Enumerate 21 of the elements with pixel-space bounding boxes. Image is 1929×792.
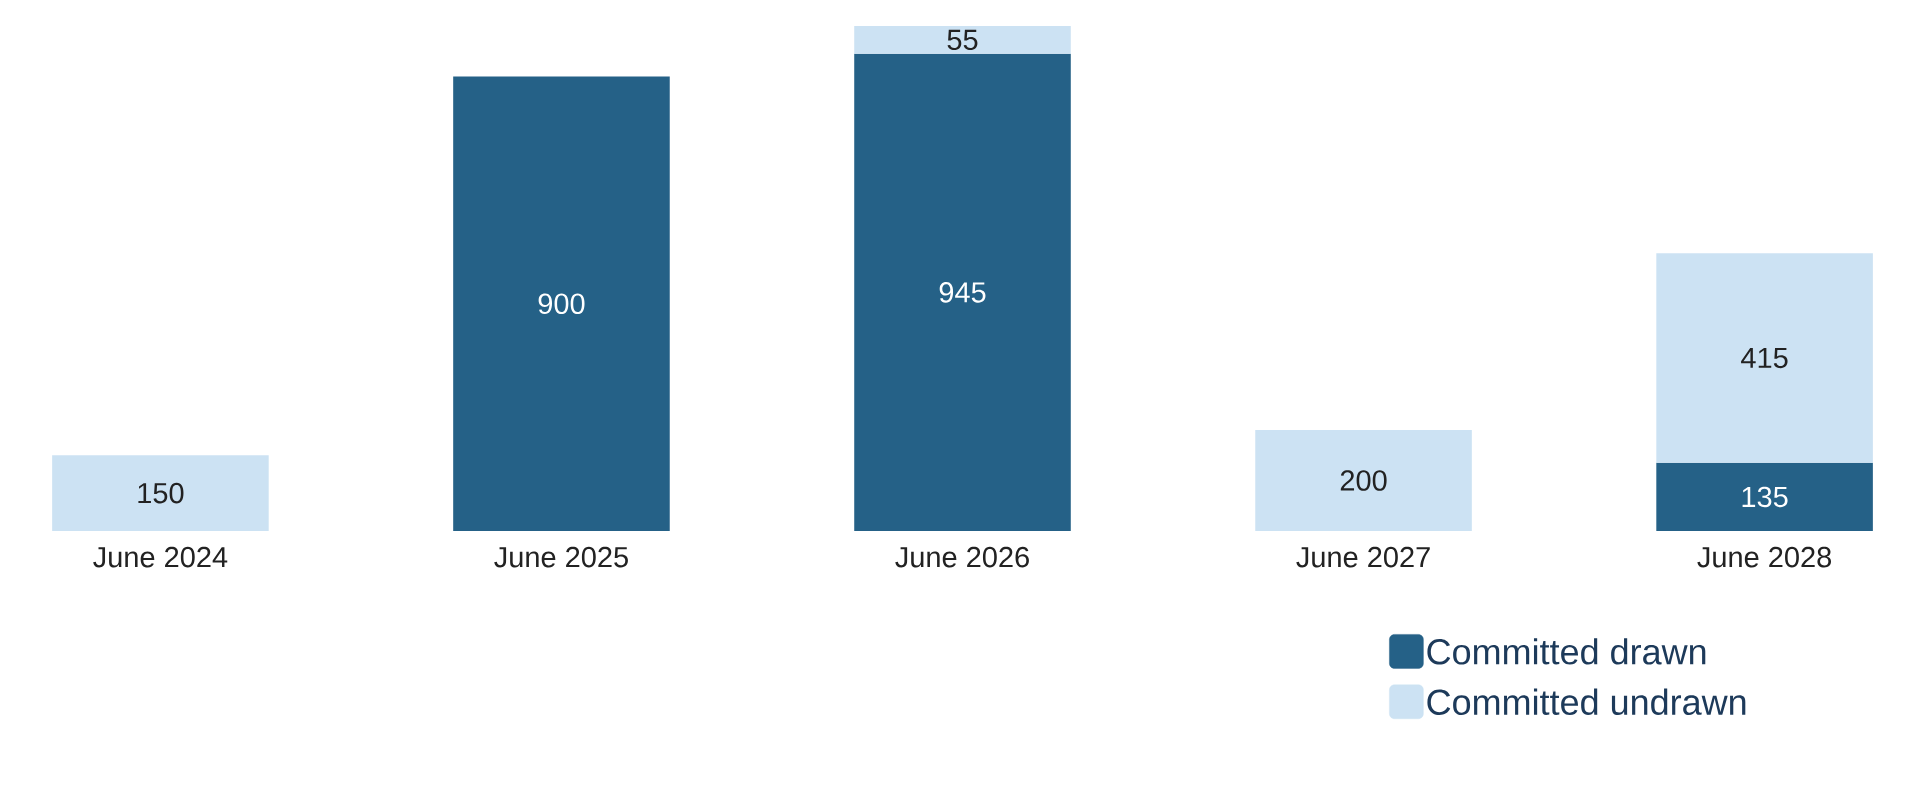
legend-label: Committed drawn [1427,638,1706,665]
data-label: 150 [138,482,184,504]
data-label: 135 [1742,486,1788,508]
bar [453,76,670,531]
x-tick-label: June 2028 [1697,546,1832,568]
bar [1656,462,1873,531]
data-label: 55 [947,29,978,50]
x-tick-label: June 2024 [93,546,228,568]
data-label: 200 [1340,470,1387,491]
bar [1255,430,1472,531]
data-label: 945 [939,282,986,303]
bar [52,455,269,531]
data-label: 415 [1741,347,1788,369]
legend-label: Committed undrawn [1427,688,1746,716]
bar [854,53,1071,531]
x-tick-label: June 2027 [1296,546,1430,568]
bar [1656,253,1873,463]
data-label: 900 [538,293,585,315]
x-tick-label: June 2025 [494,546,628,568]
x-tick-label: June 2026 [895,546,1029,568]
bar [854,26,1071,54]
